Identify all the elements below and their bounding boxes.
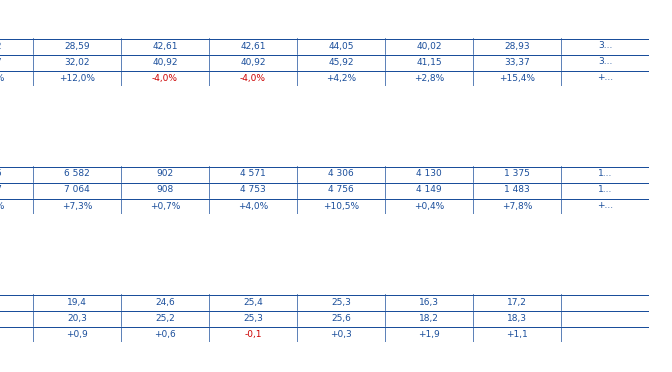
Text: 17,2: 17,2 (507, 298, 527, 307)
Text: Alemania: Alemania (0, 154, 7, 160)
Text: 4 149: 4 149 (416, 186, 442, 195)
Text: -4,0%: -4,0% (240, 74, 266, 83)
Text: EPEX SPOT DE: EPEX SPOT DE (0, 26, 17, 32)
Text: N2EX UK: N2EX UK (412, 26, 446, 32)
Text: 6 557: 6 557 (0, 186, 2, 195)
Text: +1,3%: +1,3% (0, 202, 4, 211)
Text: Gran Bretaña: Gran Bretaña (403, 154, 456, 160)
Text: EPEX SPOT BE: EPEX SPOT BE (489, 26, 545, 32)
Text: MIBEL ES: MIBEL ES (235, 26, 271, 32)
Text: País...: País... (593, 282, 618, 288)
Text: 16,3: 16,3 (419, 298, 439, 307)
Text: -4,0%: -4,0% (152, 74, 178, 83)
Text: 4 571: 4 571 (240, 170, 266, 179)
Text: +1,9: +1,9 (418, 330, 440, 339)
Text: 19,4: 19,4 (67, 298, 87, 307)
Text: 4 756: 4 756 (328, 186, 354, 195)
Text: 1 375: 1 375 (504, 170, 530, 179)
Text: +10,5%: +10,5% (323, 202, 359, 211)
Text: +0,6: +0,6 (154, 330, 176, 339)
Text: 902: 902 (157, 170, 173, 179)
Text: +0,3: +0,3 (330, 330, 352, 339)
Text: 6 446: 6 446 (0, 170, 2, 179)
Text: 28,59: 28,59 (65, 42, 90, 51)
Text: +7,8%: +7,8% (502, 202, 532, 211)
Text: DEMANDA (GWh): DEMANDA (GWh) (289, 134, 383, 144)
Text: 28,93: 28,93 (504, 42, 530, 51)
Text: 3...: 3... (598, 42, 612, 51)
Text: +0,0%: +0,0% (0, 74, 4, 83)
Text: 44,05: 44,05 (328, 42, 353, 51)
Text: 4 306: 4 306 (328, 170, 354, 179)
Text: +4,2%: +4,2% (326, 74, 356, 83)
Text: 18,3: 18,3 (507, 314, 527, 323)
Text: 25,4: 25,4 (243, 298, 263, 307)
Text: 1...: 1... (598, 170, 612, 179)
Text: 40,02: 40,02 (416, 42, 442, 51)
Text: Italia: Italia (331, 282, 351, 288)
Text: 7 064: 7 064 (64, 186, 90, 195)
Text: 42,61: 42,61 (241, 42, 265, 51)
Text: +15,4%: +15,4% (499, 74, 535, 83)
Text: Gran Bretaña: Gran Bretaña (403, 282, 456, 288)
Text: 4 753: 4 753 (240, 186, 266, 195)
Text: PRECIO (€/MWh): PRECIO (€/MWh) (291, 6, 381, 16)
Text: +1,1: +1,1 (506, 330, 528, 339)
Text: 25,3: 25,3 (243, 314, 263, 323)
Text: 24,6: 24,6 (155, 298, 175, 307)
Text: 40,92: 40,92 (153, 58, 178, 67)
Text: +0,9: +0,9 (66, 330, 88, 339)
Text: 28,02: 28,02 (0, 42, 2, 51)
Text: 25,3: 25,3 (331, 298, 351, 307)
Text: España: España (239, 154, 267, 160)
Text: 33,37: 33,37 (504, 58, 530, 67)
Text: +...: +... (597, 202, 613, 211)
Text: +0,7%: +0,7% (150, 202, 180, 211)
Text: Portugal: Portugal (148, 154, 182, 160)
Text: MIBEL PT: MIBEL PT (146, 26, 183, 32)
Text: EPEX...: EPEX... (591, 26, 619, 32)
Text: 25,2: 25,2 (155, 314, 175, 323)
Text: 4 130: 4 130 (416, 170, 442, 179)
Text: España: España (239, 282, 267, 288)
Text: 908: 908 (157, 186, 173, 195)
Text: 32,02: 32,02 (65, 58, 90, 67)
Text: +0,4%: +0,4% (414, 202, 444, 211)
Text: Bélgica: Bélgica (503, 282, 532, 289)
Text: IPEX IT PUN: IPEX IT PUN (318, 26, 364, 32)
Text: 41,15: 41,15 (416, 58, 442, 67)
Text: +7,3%: +7,3% (62, 202, 92, 211)
Text: 25,6: 25,6 (331, 314, 351, 323)
Text: 45,92: 45,92 (328, 58, 353, 67)
Text: 3...: 3... (598, 58, 612, 67)
Text: -0,1: -0,1 (244, 330, 262, 339)
Text: 40,92: 40,92 (241, 58, 265, 67)
Text: EPEX SPOT FR: EPEX SPOT FR (49, 26, 105, 32)
Text: +2,8%: +2,8% (414, 74, 444, 83)
Text: +4,0%: +4,0% (238, 202, 268, 211)
Text: Francia: Francia (62, 282, 91, 288)
Text: 42,61: 42,61 (153, 42, 178, 51)
Text: Alemania: Alemania (0, 282, 7, 288)
Text: +12,0%: +12,0% (59, 74, 95, 83)
Text: 18,2: 18,2 (419, 314, 439, 323)
Text: 6 582: 6 582 (64, 170, 90, 179)
Text: 1...: 1... (598, 186, 612, 195)
Text: País...: País... (593, 154, 618, 160)
Text: 20,3: 20,3 (67, 314, 87, 323)
Text: TEMPERATURA (°C): TEMPERATURA (°C) (284, 262, 388, 272)
Text: 1 483: 1 483 (504, 186, 530, 195)
Text: Italia: Italia (331, 154, 351, 160)
Text: Portugal: Portugal (148, 282, 182, 288)
Text: +...: +... (597, 74, 613, 83)
Text: 28,07: 28,07 (0, 58, 2, 67)
Text: Bélgica: Bélgica (503, 154, 532, 160)
Text: Francia: Francia (62, 154, 91, 160)
